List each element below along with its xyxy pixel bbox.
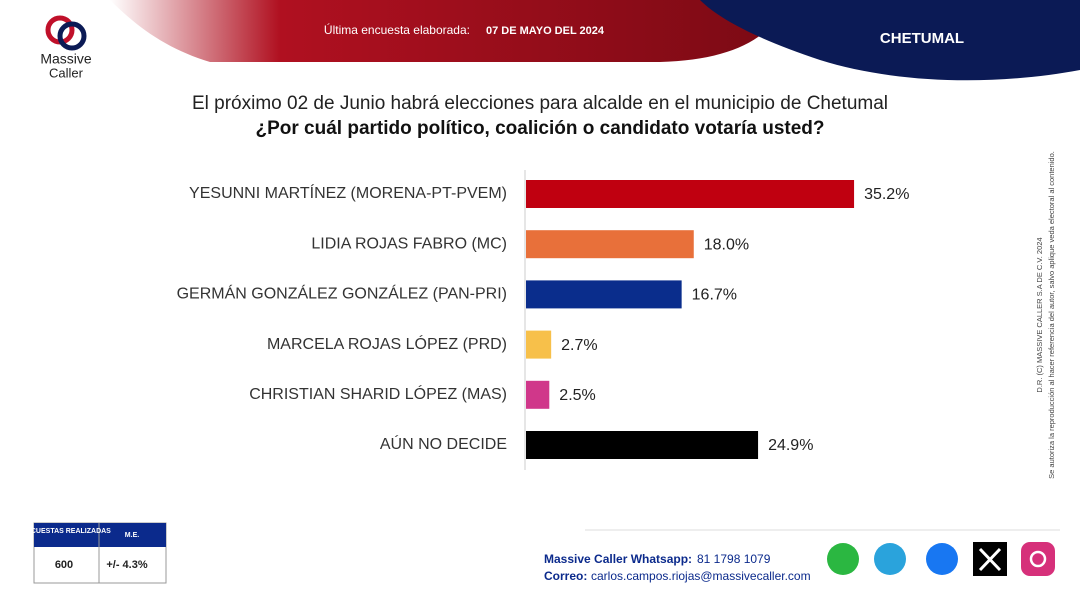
- category-label: MARCELA ROJAS LÓPEZ (PRD): [267, 334, 507, 353]
- chart-subtitle: ¿Por cuál partido político, coalición o …: [255, 118, 824, 139]
- bar: [526, 431, 759, 459]
- instagram-icon[interactable]: [1021, 542, 1055, 576]
- side-note: Se autoriza la reproducción al hacer ref…: [1047, 151, 1056, 479]
- bar: [526, 380, 550, 409]
- table-header: M.E.: [125, 532, 139, 539]
- table-cell: +/- 4.3%: [106, 559, 147, 571]
- side-note: D.R. (C) MASSIVE CALLER S.A DE C.V. 2024: [1035, 237, 1044, 392]
- bar: [526, 180, 855, 208]
- value-label: 2.7%: [561, 337, 597, 354]
- whatsapp: 81 1798 1079: [697, 552, 771, 566]
- facebook-icon[interactable]: [926, 543, 958, 575]
- value-label: 16.7%: [692, 287, 737, 304]
- telegram-icon[interactable]: [874, 543, 906, 575]
- brand: Massive: [40, 51, 92, 67]
- stats-table: ENCUESTAS REALIZADAS M.E. 600 +/- 4.3%: [21, 522, 167, 584]
- value-label: 18.0%: [704, 236, 749, 253]
- category-label: LIDIA ROJAS FABRO (MC): [311, 235, 507, 252]
- social-icons: [827, 542, 1055, 576]
- table-header: ENCUESTAS REALIZADAS: [21, 528, 111, 535]
- email: carlos.campos.riojas@massivecaller.com: [591, 569, 811, 583]
- logo: [45, 15, 87, 51]
- brand: Caller: [49, 65, 84, 80]
- category-label: AÚN NO DECIDE: [380, 434, 507, 453]
- bar: [526, 330, 552, 359]
- header-curve: [700, 0, 1080, 81]
- chart-title: El próximo 02 de Junio habrá elecciones …: [192, 93, 888, 114]
- value-label: 2.5%: [559, 387, 595, 404]
- table-cell: 600: [55, 559, 73, 571]
- value-label: 35.2%: [864, 186, 909, 203]
- bar: [526, 230, 694, 259]
- whatsapp-icon[interactable]: [827, 543, 859, 575]
- survey-date: 07 DE MAYO DEL 2024: [486, 25, 605, 37]
- whatsapp-label: Massive Caller Whatsapp:: [544, 552, 692, 566]
- category-label: YESUNNI MARTÍNEZ (MORENA-PT-PVEM): [189, 183, 507, 202]
- bar: [526, 280, 682, 309]
- city: CHETUMAL: [880, 30, 964, 47]
- survey-label: Última encuesta elaborada:: [324, 22, 470, 37]
- header-band: [110, 0, 790, 62]
- email-label: Correo:: [544, 569, 587, 583]
- category-label: GERMÁN GONZÁLEZ GONZÁLEZ (PAN-PRI): [177, 284, 507, 303]
- value-label: 24.9%: [768, 437, 813, 454]
- category-label: CHRISTIAN SHARID LÓPEZ (MAS): [249, 384, 507, 403]
